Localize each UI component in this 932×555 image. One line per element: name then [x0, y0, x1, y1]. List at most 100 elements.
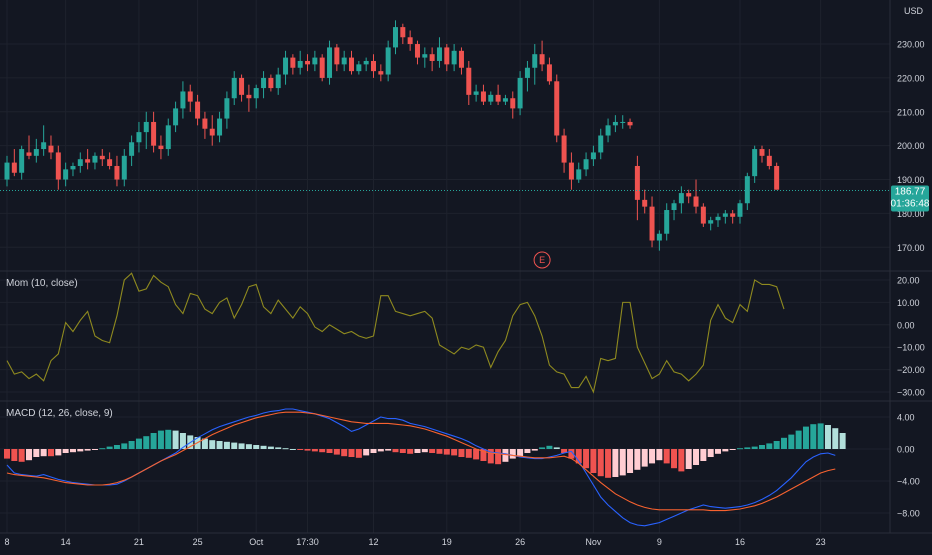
currency-label[interactable]: USD: [904, 6, 924, 16]
candle-body[interactable]: [752, 149, 758, 177]
candle-body[interactable]: [400, 27, 406, 38]
candle-body[interactable]: [129, 142, 135, 156]
candle-body[interactable]: [392, 27, 398, 48]
candle-body[interactable]: [202, 118, 208, 129]
time-axis[interactable]: 8 14 21 25 Oct 17:30 12 19 26 Nov 9 16 23: [4, 537, 825, 547]
candle-body[interactable]: [649, 206, 655, 241]
candle-body[interactable]: [737, 203, 743, 217]
candle-body[interactable]: [173, 108, 179, 126]
earnings-marker[interactable]: E: [533, 251, 551, 269]
candle-body[interactable]: [429, 54, 435, 61]
candle-body[interactable]: [634, 165, 640, 200]
candle-body[interactable]: [85, 159, 91, 163]
candle-body[interactable]: [759, 149, 765, 156]
candle-body[interactable]: [744, 176, 750, 204]
candle-body[interactable]: [664, 210, 670, 234]
candle-body[interactable]: [275, 74, 281, 89]
candle-body[interactable]: [371, 60, 376, 72]
candle-body[interactable]: [480, 91, 486, 102]
candle-body[interactable]: [48, 145, 54, 153]
candle-body[interactable]: [33, 149, 39, 156]
candle-body[interactable]: [224, 98, 230, 119]
candle-body[interactable]: [576, 169, 582, 180]
candle-body[interactable]: [656, 233, 662, 241]
candle-body[interactable]: [502, 98, 508, 102]
macd-title[interactable]: MACD (12, 26, close, 9): [6, 408, 113, 419]
candle-body[interactable]: [774, 165, 780, 190]
candle-body[interactable]: [121, 155, 127, 180]
candle-body[interactable]: [107, 159, 113, 166]
candle-body[interactable]: [546, 64, 552, 82]
candle-body[interactable]: [341, 57, 347, 65]
candle-body[interactable]: [539, 54, 545, 65]
candle-body[interactable]: [165, 125, 171, 150]
candle-body[interactable]: [627, 121, 633, 126]
candle-body[interactable]: [730, 213, 736, 217]
candle-body[interactable]: [253, 88, 259, 99]
candle-body[interactable]: [327, 47, 333, 78]
candle-body[interactable]: [319, 57, 325, 78]
candle-body[interactable]: [180, 91, 186, 109]
candle-body[interactable]: [612, 121, 618, 126]
candle-body[interactable]: [407, 37, 413, 45]
candle-body[interactable]: [92, 155, 98, 163]
candle-body[interactable]: [620, 121, 626, 123]
candle-body[interactable]: [195, 101, 201, 119]
candle-body[interactable]: [77, 159, 83, 166]
candle-body[interactable]: [63, 169, 69, 180]
candle-body[interactable]: [151, 121, 157, 146]
candle-body[interactable]: [363, 60, 369, 65]
candle-body[interactable]: [239, 77, 245, 95]
candle-body[interactable]: [422, 54, 428, 58]
candle-body[interactable]: [158, 145, 164, 150]
candle-body[interactable]: [283, 57, 289, 75]
candle-body[interactable]: [246, 94, 252, 99]
candle-body[interactable]: [693, 196, 699, 207]
candle-body[interactable]: [70, 165, 76, 170]
price-pane[interactable]: E: [0, 20, 890, 269]
candle-body[interactable]: [385, 47, 391, 75]
candle-body[interactable]: [41, 142, 47, 150]
candle-body[interactable]: [312, 57, 318, 65]
candle-body[interactable]: [554, 81, 560, 136]
candle-body[interactable]: [349, 57, 355, 72]
candle-body[interactable]: [495, 94, 501, 102]
candle-body[interactable]: [583, 159, 589, 170]
candle-body[interactable]: [187, 91, 193, 102]
candle-body[interactable]: [268, 77, 274, 89]
candle-body[interactable]: [466, 67, 472, 95]
candle-body[interactable]: [334, 47, 340, 65]
candle-body[interactable]: [290, 57, 296, 68]
candle-body[interactable]: [678, 193, 684, 204]
candle-body[interactable]: [414, 44, 420, 58]
candle-body[interactable]: [19, 149, 25, 173]
candle-body[interactable]: [561, 135, 567, 163]
candle-body[interactable]: [700, 206, 706, 224]
candle-body[interactable]: [114, 165, 120, 180]
candle-body[interactable]: [458, 50, 464, 68]
candle-body[interactable]: [356, 64, 362, 72]
candle-body[interactable]: [708, 220, 714, 224]
candle-body[interactable]: [766, 155, 772, 166]
candle-body[interactable]: [297, 60, 303, 68]
candle-body[interactable]: [231, 77, 237, 99]
candle-body[interactable]: [143, 121, 149, 133]
candle-body[interactable]: [642, 199, 648, 207]
candle-body[interactable]: [510, 98, 516, 109]
candle-body[interactable]: [715, 216, 721, 221]
candle-body[interactable]: [590, 152, 596, 160]
candle-body[interactable]: [451, 50, 457, 65]
macd-pane[interactable]: MACD (12, 26, close, 9): [4, 408, 846, 527]
candle-body[interactable]: [436, 47, 442, 61]
candle-body[interactable]: [532, 54, 538, 68]
candle-body[interactable]: [671, 203, 677, 211]
candle-body[interactable]: [55, 152, 61, 180]
candle-body[interactable]: [598, 135, 604, 153]
candle-body[interactable]: [568, 162, 574, 180]
candle-body[interactable]: [99, 155, 105, 160]
price-axis[interactable]: 170.00 180.00 190.00 200.00 210.00 220.00 230.…: [897, 40, 925, 519]
candle-body[interactable]: [26, 152, 32, 156]
candle-body[interactable]: [473, 91, 479, 95]
candle-body[interactable]: [605, 125, 611, 136]
